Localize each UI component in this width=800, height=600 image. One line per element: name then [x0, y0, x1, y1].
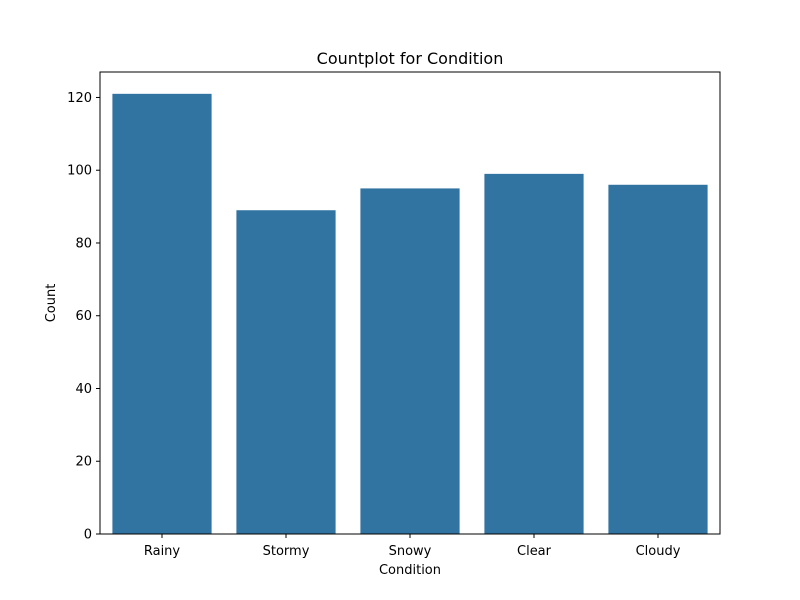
y-tick-label: 120 [67, 91, 92, 106]
y-tick-label: 40 [75, 382, 92, 397]
y-tick-label: 20 [75, 455, 92, 470]
plot-frame [99, 71, 721, 535]
x-axis-ticks: Rainy Stormy Snowy Clear Cloudy [144, 534, 681, 559]
bar-stormy [236, 210, 336, 535]
y-tick-label: 0 [84, 528, 92, 543]
y-axis-ticks: 0 20 40 60 80 100 120 [67, 91, 100, 543]
bars-group [112, 93, 708, 535]
chart-title: Countplot for Condition [317, 49, 504, 68]
x-tick-label: Stormy [263, 544, 310, 559]
bar-cloudy [608, 184, 708, 534]
bar-clear [484, 173, 584, 534]
y-tick-label: 80 [75, 236, 92, 251]
y-axis-label: Count [44, 284, 59, 323]
x-tick-label: Clear [517, 544, 552, 559]
x-axis-label: Condition [379, 563, 441, 578]
bar-snowy [360, 188, 460, 534]
x-tick-label: Snowy [389, 544, 432, 559]
y-tick-label: 60 [75, 309, 92, 324]
x-tick-label: Cloudy [636, 544, 681, 559]
x-tick-label: Rainy [144, 544, 181, 559]
y-tick-label: 100 [67, 164, 92, 179]
bar-rainy [112, 93, 212, 534]
